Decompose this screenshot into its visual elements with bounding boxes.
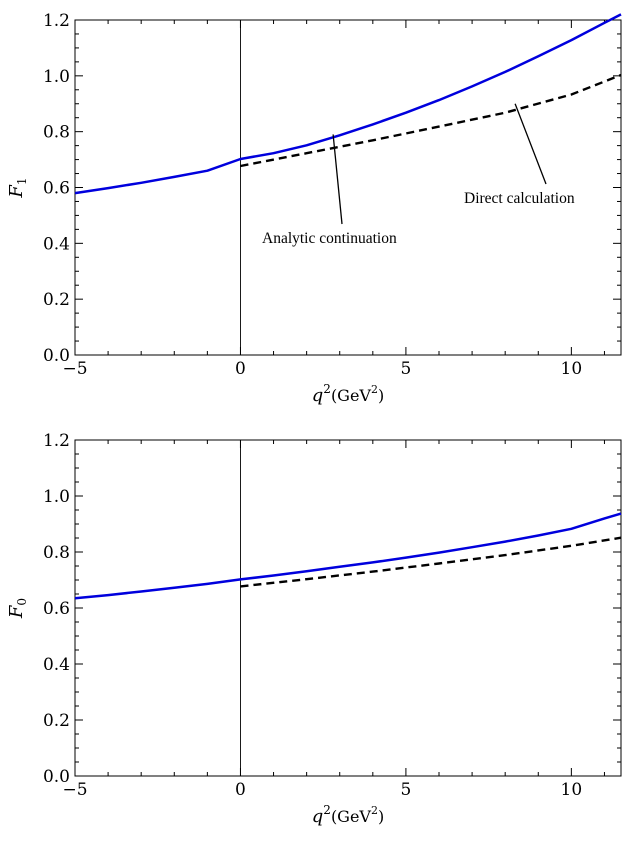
x-tick-label: 10 bbox=[561, 359, 583, 379]
x-tick-label: 10 bbox=[561, 780, 583, 800]
series-analytic-line bbox=[74, 13, 622, 195]
x-tick-label: −5 bbox=[62, 780, 87, 800]
y-tick-label: 0.0 bbox=[43, 767, 70, 787]
x-tick-label: 5 bbox=[400, 359, 411, 379]
y-tick-label: 0.6 bbox=[43, 599, 70, 619]
x-tick-label: 0 bbox=[235, 359, 246, 379]
y-tick-label: 0.4 bbox=[43, 234, 70, 254]
annotation-pointer bbox=[332, 134, 343, 225]
x-axis-label: q2(GeV2) bbox=[312, 803, 384, 827]
y-tick-label: 1.0 bbox=[43, 67, 70, 87]
plot-frame bbox=[74, 19, 622, 356]
x-tick-label: 0 bbox=[235, 780, 246, 800]
series-analytic-line bbox=[74, 512, 622, 600]
series-direct-line bbox=[240, 73, 622, 168]
y-tick-label: 0.0 bbox=[43, 346, 70, 366]
panel-f0: −5 0 5 10 0.0 0.2 0.4 0.6 0.8 1.0 1.2 F0 q2(GeV2) bbox=[6, 431, 622, 827]
y-tick-label: 1.2 bbox=[43, 11, 70, 31]
y-tick-label: 0.2 bbox=[43, 711, 70, 731]
annotation-label: Analytic continuation bbox=[262, 230, 397, 247]
y-axis-label: F1 bbox=[6, 177, 29, 198]
y-tick-label: 0.6 bbox=[43, 179, 70, 199]
series-direct-line bbox=[240, 536, 622, 588]
x-tick-label: −5 bbox=[62, 359, 87, 379]
x-tick-label: 5 bbox=[400, 780, 411, 800]
plot-frame bbox=[74, 439, 622, 777]
y-tick-label: 0.4 bbox=[43, 655, 70, 675]
y-tick-label: 0.8 bbox=[43, 123, 70, 143]
annotation-label: Direct calculation bbox=[464, 190, 575, 207]
y-axis-label: F0 bbox=[6, 598, 29, 619]
x-axis-label: q2(GeV2) bbox=[312, 382, 384, 406]
panel-f1: −5 0 5 10 0.0 0.2 0.4 0.6 0.8 1.0 1.2 Analytic cont… bbox=[6, 11, 622, 406]
y-tick-label: 1.2 bbox=[43, 431, 70, 451]
y-tick-label: 1.0 bbox=[43, 487, 70, 507]
annotation-pointer bbox=[514, 103, 547, 185]
y-tick-label: 0.2 bbox=[43, 290, 70, 310]
y-tick-label: 0.8 bbox=[43, 543, 70, 563]
